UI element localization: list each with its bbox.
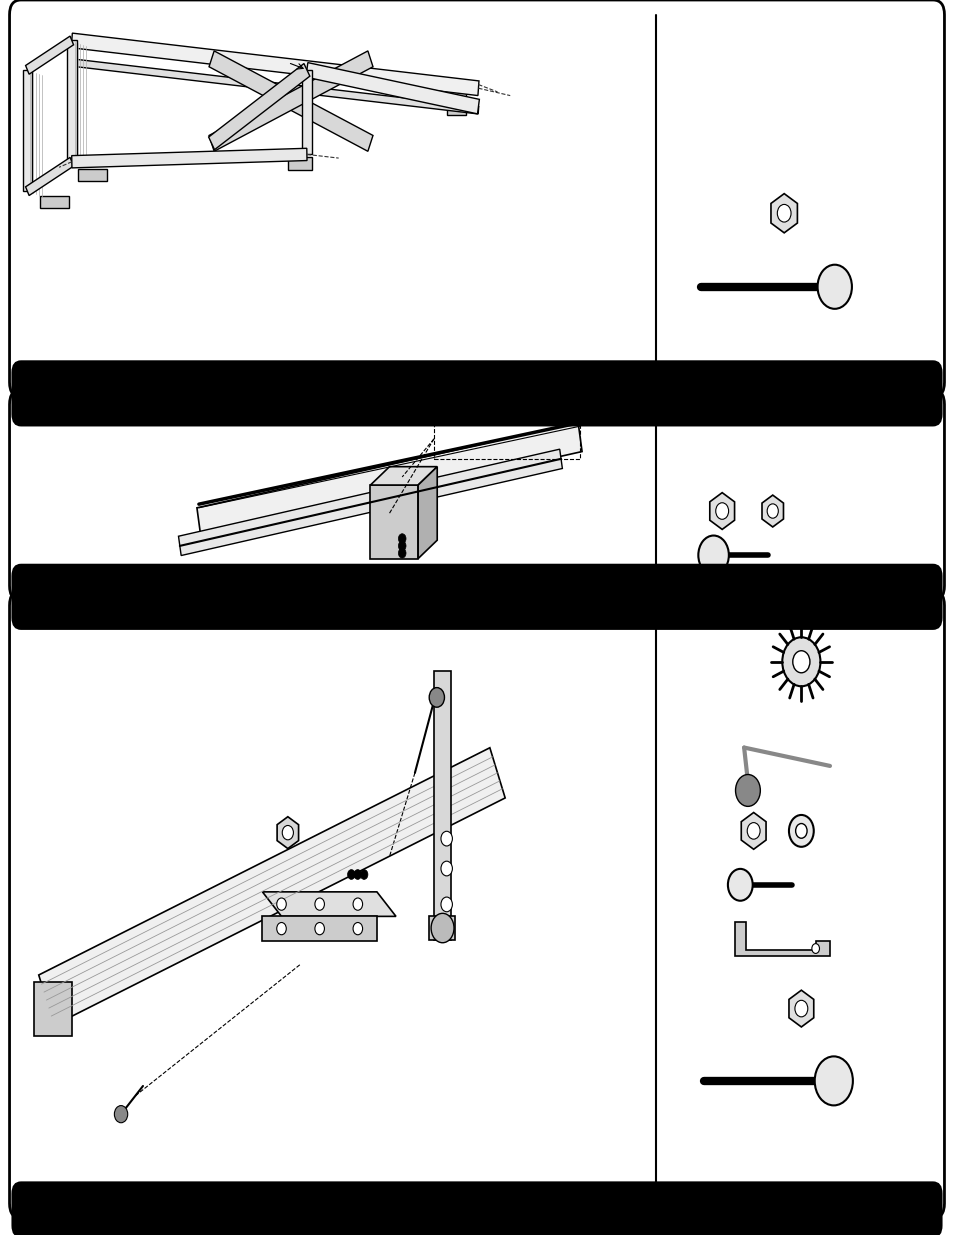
FancyBboxPatch shape xyxy=(11,563,942,630)
Circle shape xyxy=(792,651,809,673)
Circle shape xyxy=(360,869,368,879)
Circle shape xyxy=(114,1105,128,1123)
Circle shape xyxy=(276,923,286,935)
Polygon shape xyxy=(302,70,312,154)
Circle shape xyxy=(788,815,813,847)
Polygon shape xyxy=(370,467,436,485)
Circle shape xyxy=(431,914,454,942)
Polygon shape xyxy=(262,916,376,941)
Circle shape xyxy=(429,688,444,708)
Polygon shape xyxy=(209,51,373,152)
FancyBboxPatch shape xyxy=(10,590,943,1218)
Circle shape xyxy=(781,637,820,687)
Circle shape xyxy=(398,541,406,551)
Circle shape xyxy=(398,548,406,558)
Circle shape xyxy=(746,823,760,839)
Circle shape xyxy=(276,898,286,910)
Circle shape xyxy=(440,861,452,876)
Polygon shape xyxy=(33,982,71,1036)
Polygon shape xyxy=(26,157,73,195)
Polygon shape xyxy=(370,485,417,558)
Circle shape xyxy=(282,825,294,840)
Circle shape xyxy=(353,923,362,935)
Circle shape xyxy=(814,1056,852,1105)
FancyBboxPatch shape xyxy=(10,0,943,398)
Circle shape xyxy=(353,898,362,910)
Bar xyxy=(288,158,312,169)
Polygon shape xyxy=(306,63,479,114)
FancyBboxPatch shape xyxy=(11,361,942,426)
Circle shape xyxy=(777,205,790,222)
Circle shape xyxy=(314,923,324,935)
Polygon shape xyxy=(740,813,765,850)
FancyBboxPatch shape xyxy=(10,390,943,600)
Polygon shape xyxy=(709,493,734,530)
Bar xyxy=(40,196,69,209)
Polygon shape xyxy=(429,916,455,940)
Polygon shape xyxy=(39,747,505,1025)
Polygon shape xyxy=(209,51,373,152)
Polygon shape xyxy=(23,70,32,191)
Circle shape xyxy=(440,897,452,911)
Circle shape xyxy=(727,869,752,900)
FancyBboxPatch shape xyxy=(11,1182,942,1235)
Polygon shape xyxy=(209,63,310,149)
Circle shape xyxy=(811,944,819,953)
Polygon shape xyxy=(67,41,76,162)
Bar xyxy=(446,84,465,115)
Polygon shape xyxy=(434,671,451,940)
Bar xyxy=(78,168,107,180)
Circle shape xyxy=(398,534,406,543)
Polygon shape xyxy=(788,990,813,1028)
Polygon shape xyxy=(26,36,73,74)
Polygon shape xyxy=(276,816,298,848)
Circle shape xyxy=(354,869,361,879)
Polygon shape xyxy=(71,59,478,114)
Circle shape xyxy=(715,503,728,519)
Polygon shape xyxy=(761,495,782,527)
Polygon shape xyxy=(178,450,562,556)
Circle shape xyxy=(794,1000,807,1016)
Polygon shape xyxy=(734,921,829,956)
Polygon shape xyxy=(71,148,307,168)
Polygon shape xyxy=(196,422,581,537)
Circle shape xyxy=(440,831,452,846)
Polygon shape xyxy=(71,33,478,95)
Polygon shape xyxy=(262,892,395,916)
Circle shape xyxy=(766,504,778,519)
Circle shape xyxy=(698,536,728,574)
Circle shape xyxy=(817,264,851,309)
Circle shape xyxy=(347,869,355,879)
Polygon shape xyxy=(417,467,436,558)
Circle shape xyxy=(314,898,324,910)
Polygon shape xyxy=(770,194,797,233)
Circle shape xyxy=(735,774,760,806)
Circle shape xyxy=(795,824,806,839)
